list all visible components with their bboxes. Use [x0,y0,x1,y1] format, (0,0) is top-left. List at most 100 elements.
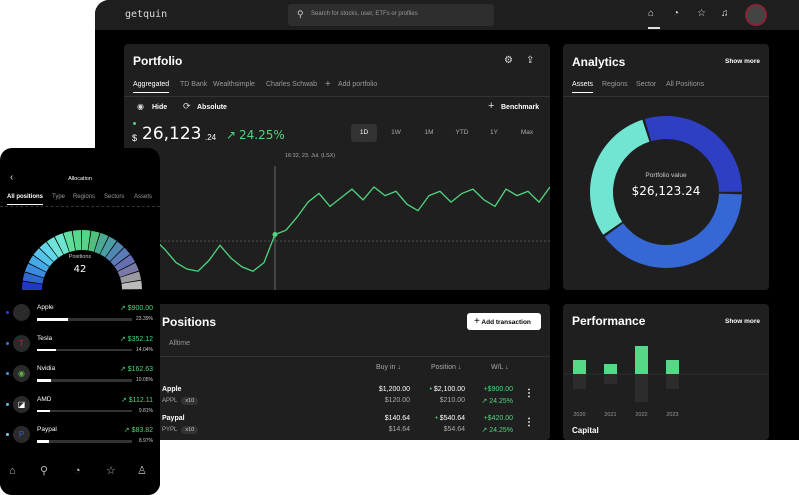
donut-slice[interactable] [644,116,742,192]
bar-positive[interactable] [635,346,648,374]
legend-dot [6,372,9,375]
tab-regions[interactable]: Regions [602,81,628,88]
table-row[interactable]: Apple APPL x10 $1,200.00 $120.00 • $2,100… [162,386,534,405]
show-more-link[interactable]: Show more [725,318,761,325]
tab-charles-schwab[interactable]: Charles Schwab [266,81,317,88]
gauge-segment[interactable] [120,271,142,284]
asset-name: Nvidia [37,365,56,372]
range-max[interactable]: Max [520,129,534,136]
portfolio-value: 26,123 [142,124,202,144]
gauge-segment[interactable] [39,241,59,262]
tab-alltime[interactable]: Alltime [169,340,191,347]
range-1d[interactable]: 1D [351,124,377,142]
gauge-segment[interactable] [121,280,142,290]
tab-regions[interactable]: Regions [73,194,96,200]
position-value: $2,100.00 [433,386,465,393]
tab-aggregated[interactable]: Aggregated [133,81,170,93]
avatar[interactable] [745,4,767,26]
bar-negative[interactable] [635,374,648,402]
table-row[interactable]: Paypal PYPL x10 $140.64 $14.64 • $540.64 … [162,415,534,434]
range-1m[interactable]: 1M [424,129,434,136]
more-icon[interactable]: ⋮ [524,388,534,399]
tab-sector[interactable]: Sector [636,81,657,88]
gauge-segment[interactable] [63,230,76,252]
column-position[interactable]: Position ↓ [431,364,462,371]
position-list-item[interactable]: ◪ AMD ↗ $112.11 9.81% [0,395,160,425]
amd-icon: ◪ [13,395,30,413]
gauge-segment[interactable] [33,248,54,267]
position-list-item[interactable]: T Tesla ↗ $352.12 14.04% [0,334,160,364]
share-icon[interactable]: ⇪ [526,55,535,66]
home-icon[interactable]: ⌂ [9,465,16,477]
benchmark-button[interactable]: Benchmark [501,104,540,111]
gauge-segment[interactable] [82,230,91,251]
range-1w[interactable]: 1W [391,129,401,136]
pie-chart-icon[interactable]: ◔ [74,465,81,477]
assets-donut-chart[interactable] [586,112,746,272]
star-icon[interactable]: ☆ [106,465,116,477]
donut-slice[interactable] [590,119,650,235]
show-more-link[interactable]: Show more [725,58,761,65]
tab-wealthsimple[interactable]: Wealthsimple [213,81,255,88]
gauge-segment[interactable] [28,255,50,272]
gauge-segment[interactable] [54,233,70,255]
gauge-segment[interactable] [114,254,136,272]
add-portfolio-button[interactable]: Add portfolio [338,81,378,88]
tab-assets[interactable]: Assets [572,81,594,93]
allocation-gauge-chart[interactable] [0,218,160,293]
gauge-segment[interactable] [105,241,124,262]
donut-slice[interactable] [604,193,742,268]
star-icon[interactable]: ☆ [697,8,706,19]
tab-type[interactable]: Type [52,194,66,200]
gauge-segment[interactable] [22,272,44,284]
position-list-item[interactable]: ◉ Nvidia ↗ $162.63 10.05% [0,364,160,394]
portfolio-line-chart[interactable] [124,166,550,290]
portfolio-card: Portfolio ⚙ ⇪ Aggregated TD Bank Wealths… [124,44,550,290]
bar-positive[interactable] [666,360,679,374]
gauge-segment[interactable] [88,230,100,252]
logo[interactable]: getquin [125,9,168,20]
pie-chart-icon[interactable]: ◔ [673,8,680,19]
range-1y[interactable]: 1Y [490,129,498,136]
gauge-segment[interactable] [94,232,109,255]
gauge-segment[interactable] [22,281,43,290]
gear-icon[interactable]: ⚙ [504,55,513,66]
bar-positive[interactable] [604,364,617,374]
add-transaction-button[interactable]: + Add transaction [467,313,541,330]
home-icon[interactable]: ⌂ [648,8,655,19]
gauge-segment[interactable] [100,236,117,258]
plus-icon: + [474,316,480,327]
gauge-segment[interactable] [46,236,64,258]
position-unit: $210.00 [439,397,465,404]
search-input[interactable]: ⚲ Search for stocks, user, ETFs or profi… [288,4,494,26]
search-icon[interactable]: ⚲ [40,465,49,477]
gauge-segment[interactable] [110,247,131,267]
bar-negative[interactable] [666,374,679,389]
bell-icon[interactable]: ♫ [721,8,729,19]
position-list-item[interactable]: Apple ↗ $900.00 23.39% [0,303,160,333]
gauge-segment[interactable] [72,230,82,251]
column-wl[interactable]: W/L ↓ [491,364,509,371]
profile-icon[interactable]: ♙ [137,465,147,477]
back-chevron-icon[interactable]: ‹ [10,172,14,183]
active-indicator [648,27,660,29]
absolute-toggle[interactable]: Absolute [197,104,227,111]
performance-bar-chart[interactable]: 2020 2021 2022 2023 [563,338,769,420]
position-list-item[interactable]: P Paypal ↗ $83.82 8.97% [0,425,160,455]
tab-assets[interactable]: Assets [134,194,153,200]
bar-negative[interactable] [604,374,617,384]
gauge-segment[interactable] [117,262,139,278]
bar-negative[interactable] [573,374,586,389]
divider [563,96,769,97]
tab-sectors[interactable]: Sectors [104,194,125,200]
tab-all-positions[interactable]: All positions [7,194,43,205]
tab-td-bank[interactable]: TD Bank [180,81,208,88]
more-icon[interactable]: ⋮ [524,417,534,428]
column-buy-in[interactable]: Buy in ↓ [376,364,401,371]
gauge-segment[interactable] [24,263,47,278]
bar-positive[interactable] [573,360,586,374]
hide-button[interactable]: Hide [152,104,168,111]
highlight-point[interactable] [272,231,278,237]
range-ytd[interactable]: YTD [455,129,469,136]
tab-all-positions[interactable]: All Positions [666,81,705,88]
